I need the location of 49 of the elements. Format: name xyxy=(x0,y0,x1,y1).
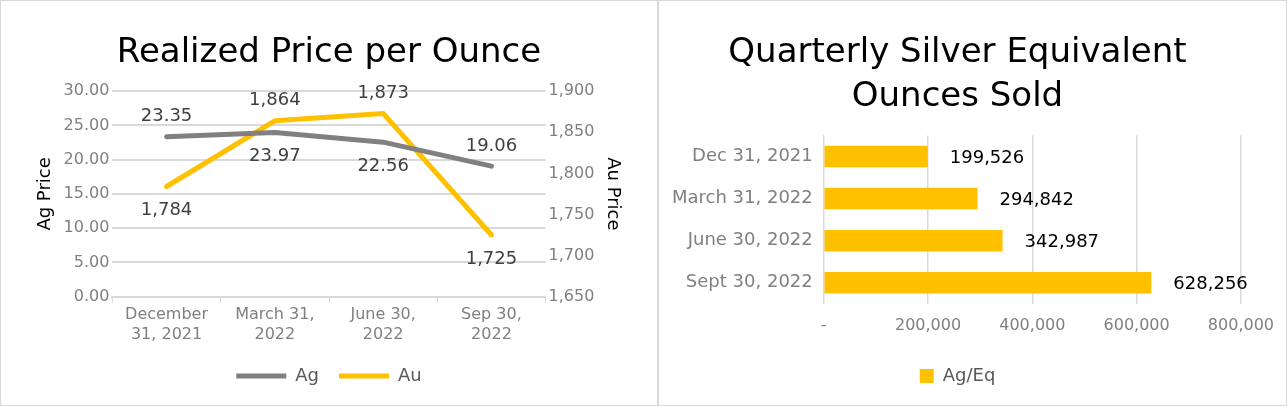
data-label: 1,864 xyxy=(249,88,301,110)
x-tick-label: June 30, 2022 xyxy=(349,304,416,343)
y2-tick-label: 1,750 xyxy=(548,203,595,223)
x-tick-label: December 31, 2021 xyxy=(125,304,209,343)
y-tick-label: June 30, 2022 xyxy=(686,228,813,250)
data-label: 1,725 xyxy=(465,246,518,268)
bar xyxy=(824,187,978,210)
x-tick-label: Sep 30, 2022 xyxy=(461,304,522,343)
chart-title: Quarterly Silver Equivalent Ounces Sold xyxy=(728,29,1187,115)
legend-label: Ag xyxy=(295,363,320,385)
bar xyxy=(824,145,928,168)
data-label: 23.35 xyxy=(140,104,193,126)
legend-label: Ag/Eq xyxy=(942,363,996,385)
bar xyxy=(824,229,1003,252)
data-label: 1,873 xyxy=(357,81,409,103)
y-tick-label: 15.00 xyxy=(63,183,110,203)
y-tick-label: Dec 31, 2021 xyxy=(692,144,813,166)
y2-tick-label: 1,700 xyxy=(548,244,595,264)
y-tick-label: 0.00 xyxy=(73,285,110,305)
data-label: 294,842 xyxy=(999,188,1074,210)
x-tick-label: March 31, 2022 xyxy=(235,304,315,343)
chart-title: Realized Price per Ounce xyxy=(116,29,542,70)
x-tick-label: - xyxy=(820,314,827,334)
y-tick-label: 30.00 xyxy=(63,80,110,100)
y2-tick-label: 1,650 xyxy=(548,285,595,305)
x-tick-label: 400,000 xyxy=(999,314,1066,334)
data-label: 22.56 xyxy=(357,153,409,175)
y2-tick-label: 1,900 xyxy=(548,80,595,100)
x-tick-label: 800,000 xyxy=(1207,314,1274,334)
data-label: 23.97 xyxy=(249,144,301,166)
y-tick-label: Sept 30, 2022 xyxy=(685,270,813,292)
y-tick-label: 25.00 xyxy=(63,114,110,134)
y-tick-label: 5.00 xyxy=(73,251,110,271)
x-tick-label: 600,000 xyxy=(1103,314,1170,334)
y-tick-label: 20.00 xyxy=(63,148,110,168)
x-tick-label: 200,000 xyxy=(894,314,962,334)
data-label: 342,987 xyxy=(1024,230,1100,252)
data-label: 1,784 xyxy=(140,198,193,220)
data-label: 628,256 xyxy=(1173,272,1248,294)
y-tick-label: March 31, 2022 xyxy=(672,186,813,208)
y-axis-title: Ag Price xyxy=(33,157,55,231)
legend-label: Au xyxy=(398,363,422,385)
y2-axis-title: Au Price xyxy=(603,157,625,231)
data-label: 199,526 xyxy=(949,146,1025,168)
y2-tick-label: 1,800 xyxy=(548,162,595,182)
data-label: 19.06 xyxy=(465,133,518,155)
y2-tick-label: 1,850 xyxy=(548,121,595,141)
y-tick-label: 10.00 xyxy=(63,217,110,237)
bar xyxy=(824,272,1152,294)
